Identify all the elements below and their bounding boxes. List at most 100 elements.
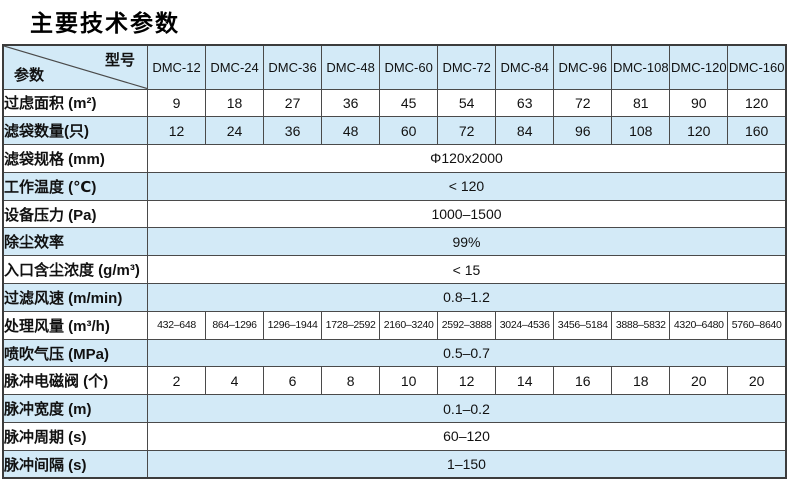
table-row: 脉冲宽度 (m) 0.1–0.2 [2,394,787,424]
row-label: 除尘效率 [2,227,148,257]
row-label: 过滤风速 (m/min) [2,283,148,312]
row-merged-value: 99% [147,227,787,257]
row-label: 工作温度 (℃) [2,171,148,201]
row-label: 脉冲宽度 (m) [2,394,148,424]
cell-value: 5760–8640 [727,310,787,340]
cell-value: 20 [727,366,787,396]
row-merged-value: Φ120x2000 [147,144,787,173]
cell-value: 1728–2592 [321,310,381,340]
cell-value: 63 [495,88,555,118]
corner-model-label: 型号 [104,52,135,69]
table-row: 工作温度 (℃) < 120 [2,171,787,201]
cell-value: 120 [669,116,729,146]
row-label: 过虑面积 (m²) [2,88,148,118]
row-merged-value: < 120 [147,171,787,201]
cell-value: 160 [727,116,787,146]
cell-value: 3456–5184 [553,310,613,340]
cell-value: 54 [437,88,497,118]
row-label: 滤袋规格 (mm) [2,144,148,173]
cell-value: 4 [205,366,265,396]
cell-value: 84 [495,116,555,146]
model-header: DMC-84 [495,44,555,90]
row-merged-value: 0.1–0.2 [147,394,787,424]
row-merged-value: 0.8–1.2 [147,283,787,312]
cell-value: 16 [553,366,613,396]
cell-value: 24 [205,116,265,146]
row-label: 脉冲间隔 (s) [2,449,148,479]
table-row: 过滤风速 (m/min) 0.8–1.2 [2,283,787,312]
row-merged-value: 0.5–0.7 [147,338,787,368]
cell-value: 12 [146,116,207,146]
row-merged-value: 1–150 [147,449,787,479]
table-row: 除尘效率 99% [2,227,787,257]
table-body: 过虑面积 (m²) 9 18 27 36 45 54 63 72 81 90 120 滤袋数量(只) 12… [2,88,787,479]
table-row: 喷吹气压 (MPa) 0.5–0.7 [2,338,787,368]
cell-value: 20 [669,366,729,396]
cell-value: 90 [669,88,729,118]
cell-value: 18 [205,88,265,118]
cell-value: 1296–1944 [263,310,323,340]
cell-value: 14 [495,366,555,396]
cell-value: 864–1296 [205,310,265,340]
cell-value: 60 [379,116,439,146]
cell-value: 2 [146,366,207,396]
table-row: 入口含尘浓度 (g/m³) < 15 [2,255,787,285]
row-label: 喷吹气压 (MPa) [2,338,148,368]
model-header: DMC-48 [321,44,381,90]
table-row: 脉冲电磁阀 (个) 2 4 6 8 10 12 14 16 18 20 20 [2,366,787,396]
cell-value: 3888–5832 [611,310,671,340]
cell-value: 72 [437,116,497,146]
cell-value: 2160–3240 [379,310,439,340]
cell-value: 36 [263,116,323,146]
row-label: 脉冲周期 (s) [2,422,148,451]
model-header: DMC-36 [263,44,323,90]
model-header: DMC-12 [146,44,207,90]
corner-cell: 型号 参数 [2,44,148,90]
header-row: 型号 参数 DMC-12 DMC-24 DMC-36 DMC-48 DMC-60 DMC-… [2,44,787,90]
cell-value: 2592–3888 [437,310,497,340]
row-label: 脉冲电磁阀 (个) [2,366,148,396]
table-row: 脉冲间隔 (s) 1–150 [2,449,787,479]
row-label: 入口含尘浓度 (g/m³) [2,255,148,285]
row-merged-value: 1000–1500 [147,199,787,229]
corner-param-label: 参数 [14,66,45,84]
row-label: 处理风量 (m³/h) [2,310,148,340]
model-header: DMC-120 [669,44,729,90]
model-header: DMC-96 [553,44,613,90]
model-header: DMC-72 [437,44,497,90]
cell-value: 120 [727,88,787,118]
model-header: DMC-60 [379,44,439,90]
table-row: 处理风量 (m³/h) 432–648 864–1296 1296–1944 1728–… [2,310,787,340]
cell-value: 96 [553,116,613,146]
cell-value: 432–648 [146,310,207,340]
cell-value: 27 [263,88,323,118]
cell-value: 36 [321,88,381,118]
cell-value: 9 [146,88,207,118]
diagonal-divider-line [4,46,147,88]
model-header: DMC-160 [727,44,787,90]
cell-value: 4320–6480 [669,310,729,340]
row-label: 设备压力 (Pa) [2,199,148,229]
row-merged-value: 60–120 [147,422,787,451]
model-header: DMC-108 [611,44,671,90]
spec-table: 型号 参数 DMC-12 DMC-24 DMC-36 DMC-48 DMC-60 DMC-… [2,44,787,480]
cell-value: 18 [611,366,671,396]
cell-value: 8 [321,366,381,396]
cell-value: 45 [379,88,439,118]
cell-value: 72 [553,88,613,118]
cell-value: 108 [611,116,671,146]
page-title: 主要技术参数 [30,10,180,36]
row-label: 滤袋数量(只) [2,116,148,146]
row-merged-value: < 15 [147,255,787,285]
cell-value: 3024–4536 [495,310,555,340]
table-row: 滤袋数量(只) 12 24 36 48 60 72 84 96 108 120 160 [2,116,787,146]
table-row: 设备压力 (Pa) 1000–1500 [2,199,787,229]
cell-value: 12 [437,366,497,396]
table-row: 滤袋规格 (mm) Φ120x2000 [2,144,787,173]
model-header: DMC-24 [205,44,265,90]
cell-value: 10 [379,366,439,396]
cell-value: 48 [321,116,381,146]
table-row: 过虑面积 (m²) 9 18 27 36 45 54 63 72 81 90 120 [2,88,787,118]
cell-value: 6 [263,366,323,396]
